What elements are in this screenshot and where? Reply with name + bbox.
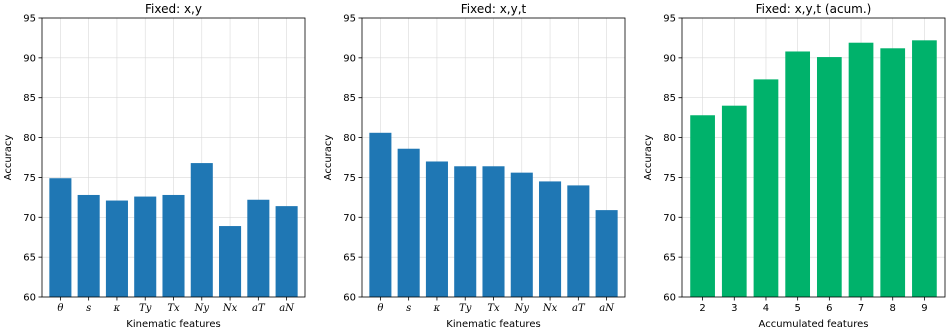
x-axis-label: Accumulated features [759, 319, 869, 330]
y-tick-label: 60 [23, 293, 36, 304]
bar [721, 105, 747, 297]
bar [425, 161, 448, 297]
x-tick-label: aN [279, 303, 295, 314]
chart-title: Fixed: x,y,t (acum.) [756, 2, 872, 16]
bar [880, 48, 906, 297]
x-tick-label: aT [252, 303, 266, 314]
bar [510, 172, 533, 297]
y-tick-label: 60 [663, 293, 676, 304]
x-tick-label: s [406, 303, 411, 314]
x-axis-label: Kinematic features [126, 319, 220, 330]
y-axis-label: Accuracy [643, 135, 654, 181]
bar [162, 194, 185, 297]
x-tick-label: θ [377, 303, 383, 314]
y-tick-label: 70 [23, 213, 36, 224]
y-tick-label: 65 [23, 253, 36, 264]
y-tick-label: 95 [343, 14, 356, 25]
chart-panel-fixed-xyt: 60 65 70 75 80 85 90 95 θ s κ Ty Tx Ny Nx aT aN Fixed: x,… [323, 2, 626, 330]
x-tick-label: 8 [890, 303, 896, 314]
bar [49, 178, 72, 297]
x-tick-label: Tx [167, 303, 180, 314]
x-tick-label: Ty [139, 303, 152, 314]
y-tick-label: 95 [23, 14, 36, 25]
x-tick-label: 3 [731, 303, 737, 314]
bar [567, 185, 590, 297]
bar [247, 199, 270, 297]
y-axis-label: Accuracy [3, 135, 14, 181]
y-tick-label: 65 [663, 253, 676, 264]
x-tick-label: 7 [858, 303, 864, 314]
x-tick-label: Ny [514, 303, 530, 314]
bar [190, 163, 213, 297]
y-tick-label: 80 [23, 133, 36, 144]
bar [785, 51, 811, 298]
x-tick-label: 9 [921, 303, 927, 314]
y-tick-label: 85 [23, 93, 36, 104]
x-tick-label: Tx [487, 303, 500, 314]
x-tick-label: Nx [542, 303, 558, 314]
x-tick-label: κ [113, 303, 121, 314]
chart-panel-fixed-xyt-accumulated: 60 65 70 75 80 85 90 95 2 3 4 5 6 7 8 9 Fixed: x,y,t (ac… [643, 2, 946, 330]
bar [275, 206, 298, 297]
bar [105, 200, 128, 297]
x-tick-label: s [86, 303, 91, 314]
x-tick-label: 4 [763, 303, 769, 314]
bar [753, 79, 779, 297]
y-tick-label: 85 [343, 93, 356, 104]
x-tick-label: Ny [194, 303, 210, 314]
y-tick-label: 75 [23, 173, 36, 184]
y-tick-label: 70 [663, 213, 676, 224]
x-tick-label: Nx [222, 303, 238, 314]
x-tick-label: Ty [459, 303, 472, 314]
x-axis-label: Kinematic features [446, 319, 540, 330]
bar [690, 115, 715, 297]
y-tick-label: 70 [343, 213, 356, 224]
bar [397, 148, 420, 297]
chart-title: Fixed: x,y,t [461, 2, 527, 16]
x-tick-label: κ [433, 303, 441, 314]
bar [848, 42, 874, 298]
bar [595, 210, 618, 297]
bar [912, 40, 937, 297]
x-tick-label: 6 [826, 303, 832, 314]
bar [816, 57, 842, 298]
chart-title: Fixed: x,y [145, 2, 202, 16]
bar [219, 226, 242, 297]
y-tick-label: 75 [343, 173, 356, 184]
bar [134, 196, 157, 297]
bar [454, 166, 477, 297]
bar [369, 132, 392, 297]
y-tick-label: 80 [663, 133, 676, 144]
y-tick-label: 75 [663, 173, 676, 184]
y-tick-label: 60 [343, 293, 356, 304]
bar [77, 194, 100, 297]
y-tick-label: 90 [663, 53, 676, 64]
y-tick-label: 80 [343, 133, 356, 144]
bar [539, 181, 562, 297]
x-tick-label: θ [57, 303, 63, 314]
chart-panel-fixed-xy: 60 65 70 75 80 85 90 95 θ s κ Ty Tx Ny Nx aT aN Fixed: x,… [3, 2, 306, 330]
y-tick-label: 85 [663, 93, 676, 104]
x-tick-label: aN [599, 303, 615, 314]
x-tick-label: aT [572, 303, 586, 314]
y-tick-label: 90 [343, 53, 356, 64]
x-tick-label: 2 [699, 303, 705, 314]
y-tick-label: 90 [23, 53, 36, 64]
y-axis-label: Accuracy [323, 135, 334, 181]
x-tick-label: 5 [794, 303, 800, 314]
y-tick-label: 65 [343, 253, 356, 264]
bar [482, 166, 505, 297]
y-tick-label: 95 [663, 14, 676, 25]
plot-frame [681, 17, 946, 298]
